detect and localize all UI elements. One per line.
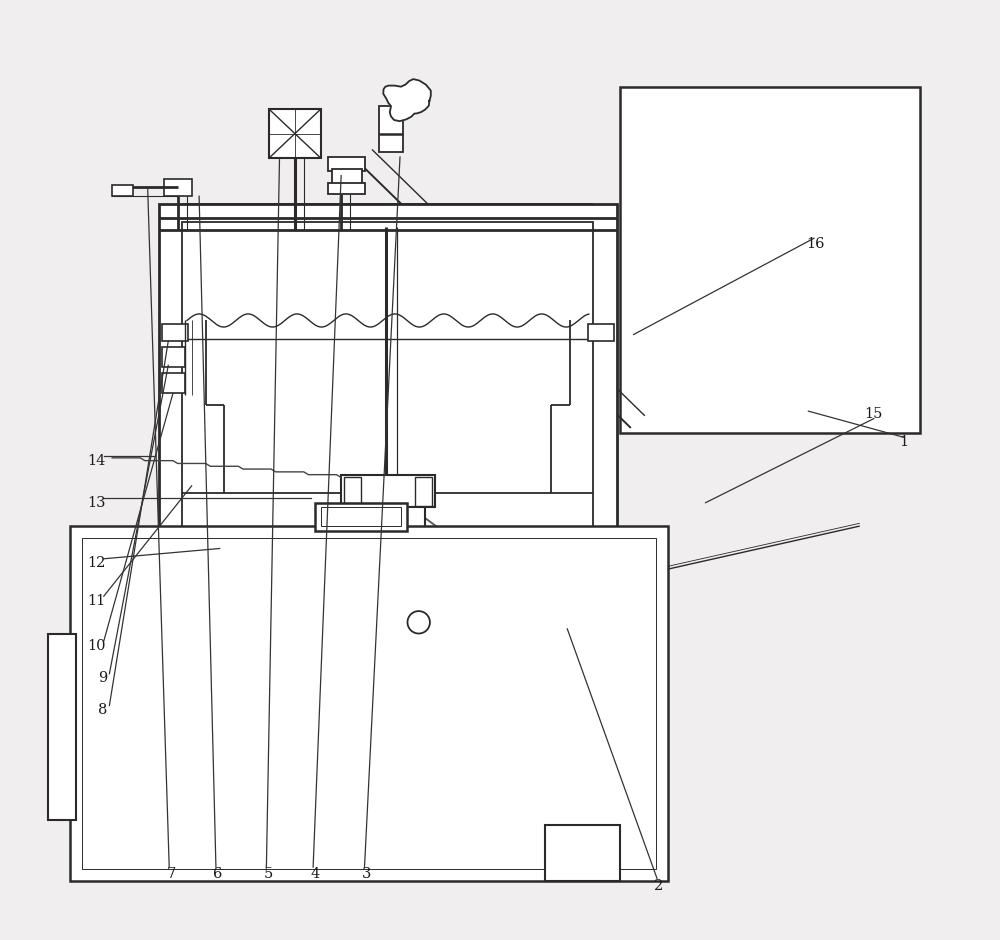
Bar xyxy=(545,825,620,881)
Bar xyxy=(509,608,561,642)
Bar xyxy=(159,204,617,685)
Bar xyxy=(82,539,656,869)
Text: 16: 16 xyxy=(807,237,825,251)
Text: 13: 13 xyxy=(87,495,106,509)
Bar xyxy=(332,169,362,185)
Bar xyxy=(351,603,403,640)
Text: 6: 6 xyxy=(213,867,222,881)
Text: 7: 7 xyxy=(166,867,176,881)
Bar xyxy=(164,180,192,196)
Bar xyxy=(182,223,593,662)
Bar xyxy=(210,603,271,648)
Text: 12: 12 xyxy=(87,556,106,571)
Text: 4: 4 xyxy=(310,867,320,881)
Text: 11: 11 xyxy=(87,594,105,608)
Polygon shape xyxy=(383,79,431,121)
Bar xyxy=(315,503,407,531)
Bar xyxy=(588,324,614,341)
Text: 8: 8 xyxy=(98,703,108,717)
Bar xyxy=(182,204,593,218)
Bar xyxy=(321,508,401,526)
Bar xyxy=(358,540,417,605)
Text: 5: 5 xyxy=(264,867,273,881)
Bar xyxy=(48,634,76,821)
Circle shape xyxy=(407,611,430,634)
Bar xyxy=(620,86,920,432)
Text: 2: 2 xyxy=(654,879,663,893)
Bar xyxy=(350,508,425,540)
Text: 9: 9 xyxy=(98,671,107,685)
Bar xyxy=(269,109,321,158)
Bar xyxy=(162,347,185,368)
Bar xyxy=(162,373,185,393)
Bar xyxy=(375,587,407,610)
Text: 14: 14 xyxy=(87,454,106,468)
Bar xyxy=(112,185,133,196)
Bar xyxy=(215,608,266,642)
Bar xyxy=(70,526,668,881)
Text: 3: 3 xyxy=(362,867,371,881)
Bar xyxy=(162,324,188,341)
Bar xyxy=(328,183,365,195)
Text: 10: 10 xyxy=(87,638,106,652)
Bar xyxy=(344,478,361,506)
Bar xyxy=(341,475,435,508)
Text: 1: 1 xyxy=(899,435,908,449)
Bar xyxy=(505,603,565,648)
Bar xyxy=(379,105,403,152)
Bar xyxy=(328,157,365,171)
Text: 15: 15 xyxy=(865,407,883,421)
Bar xyxy=(415,478,432,506)
